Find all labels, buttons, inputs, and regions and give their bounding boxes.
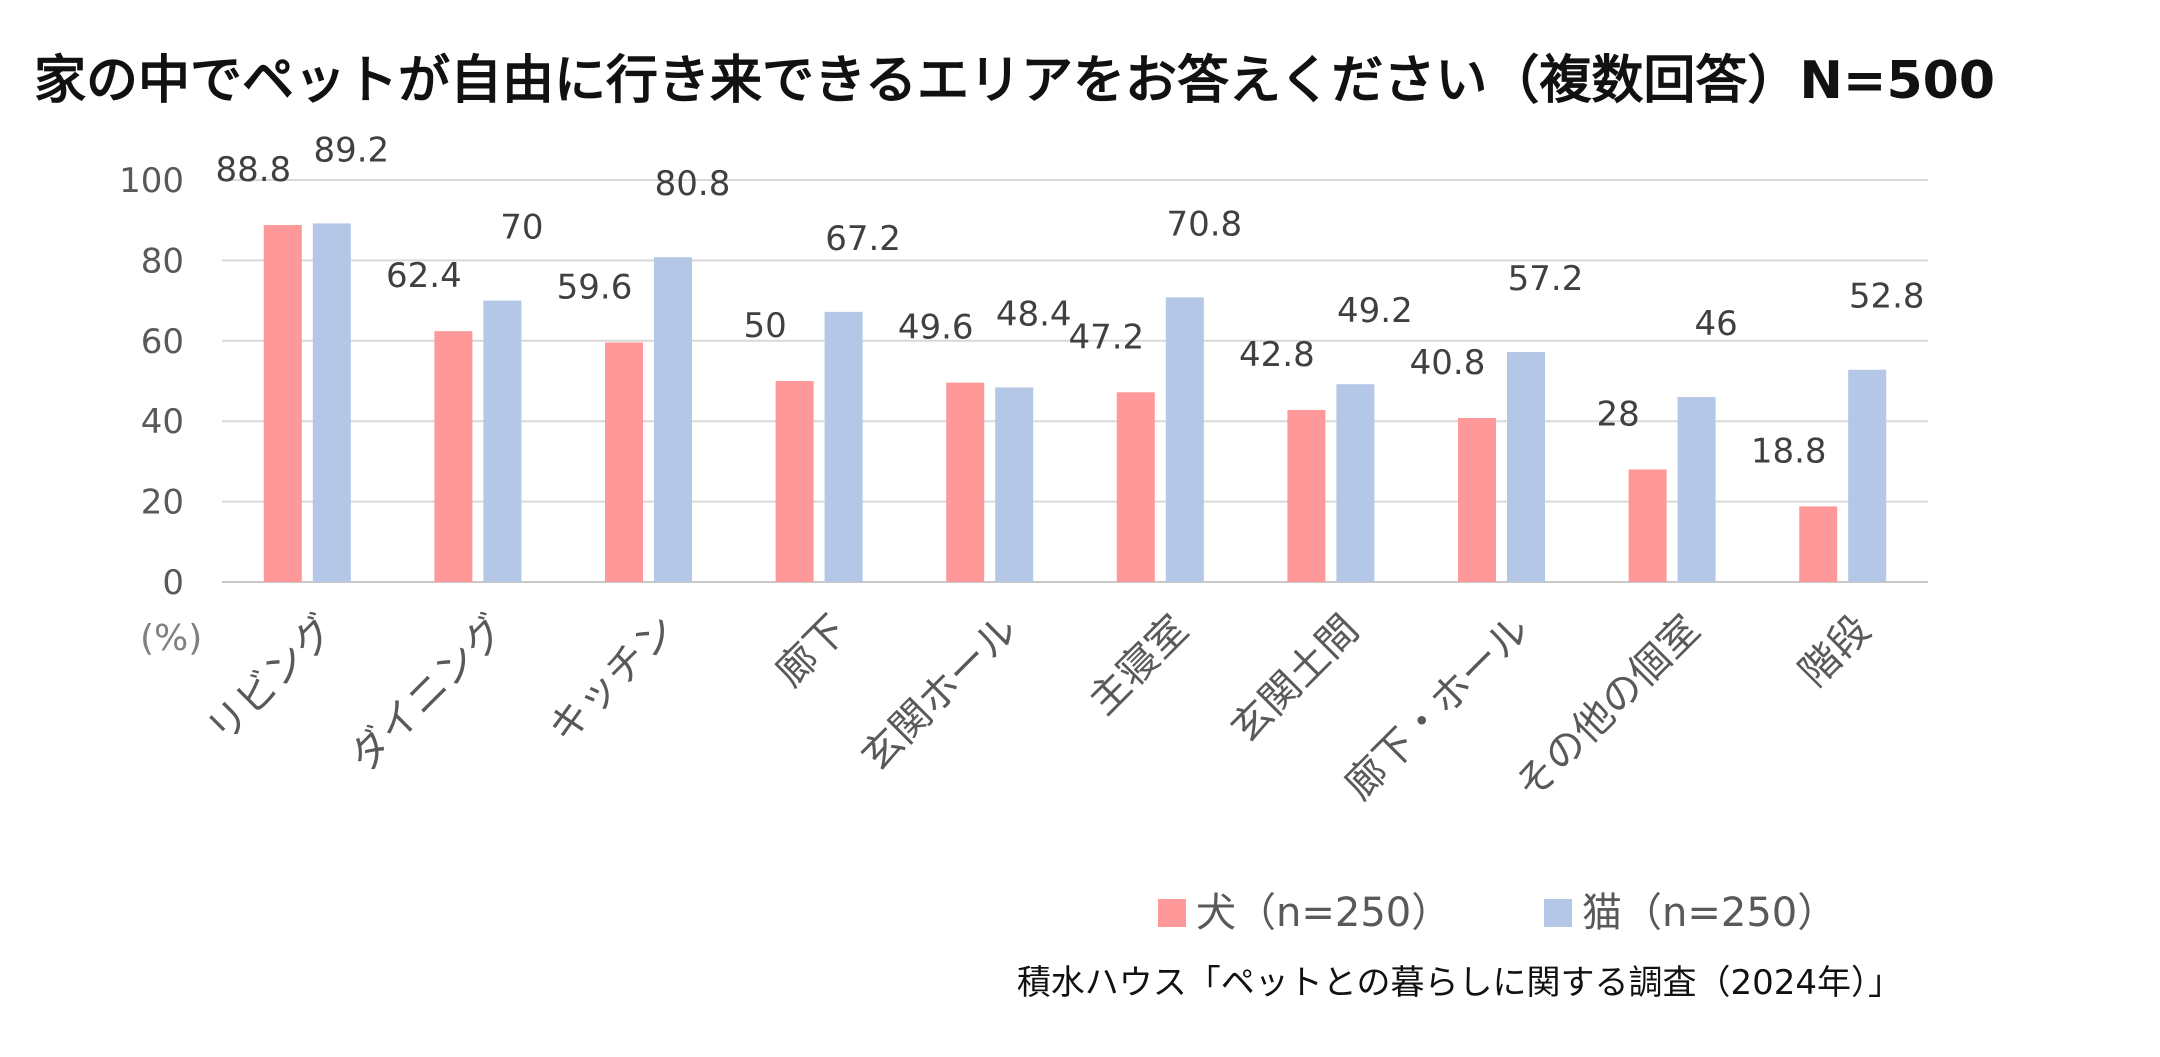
cat-value-label-4: 48.4 <box>996 294 1072 334</box>
category-label-3: 廊下 <box>767 607 856 696</box>
cat-bar-6 <box>1336 384 1375 582</box>
cat-value-label-9: 52.8 <box>1849 277 1925 317</box>
category-label-8: その他の個室 <box>1507 607 1709 809</box>
cat-bar-9 <box>1848 369 1887 582</box>
cat-bar-0 <box>312 223 351 582</box>
dog-bar-7 <box>1458 417 1496 582</box>
data-labels: 88.8 89.2 62.4 70 59.6 80.8 50 67.2 49.6 48.447.2… <box>215 130 1924 471</box>
cat-value-label-3: 67.2 <box>825 219 901 259</box>
dog-value-label-9: 18.8 <box>1751 431 1827 471</box>
y-tick-label: 60 <box>141 322 184 362</box>
dog-value-label-0: 88.8 <box>215 150 291 190</box>
y-tick-label: 40 <box>141 402 184 442</box>
legend-swatch-dog <box>1158 899 1186 927</box>
dog-value-label-3: 50 <box>743 306 786 346</box>
dog-value-label-2: 59.6 <box>557 267 633 307</box>
y-tick-label: 80 <box>141 241 184 281</box>
dog-bar-1 <box>434 331 473 582</box>
y-tick-label: 20 <box>141 483 184 523</box>
cat-bar-7 <box>1507 352 1545 582</box>
dog-bar-4 <box>946 382 985 582</box>
cat-value-label-7: 57.2 <box>1508 259 1584 299</box>
y-axis-ticks: 0 20 40 60 80 100 <box>119 161 184 603</box>
category-label-6: 玄関土間 <box>1222 607 1368 753</box>
category-label-0: リビング <box>199 607 345 753</box>
cat-value-label-6: 49.2 <box>1337 291 1413 331</box>
cat-bar-3 <box>824 311 863 582</box>
dog-bar-9 <box>1799 506 1838 582</box>
dog-bar-3 <box>775 381 814 582</box>
cat-bar-8 <box>1677 397 1716 582</box>
legend-label-cat: 猫（n=250） <box>1582 890 1837 936</box>
y-tick-label: 100 <box>119 161 184 201</box>
category-label-1: ダイニング <box>341 607 515 781</box>
cat-bar-1 <box>483 300 522 582</box>
cat-value-label-0: 89.2 <box>313 130 389 170</box>
y-tick-label: 0 <box>162 563 184 603</box>
cat-value-label-5: 70.8 <box>1166 204 1242 244</box>
bars <box>263 223 1887 583</box>
source-note: 積水ハウス「ペットとの暮らしに関する調査（2024年）」 <box>1016 963 1902 1003</box>
dog-value-label-8: 28 <box>1596 394 1639 434</box>
y-axis-unit-label: (%) <box>140 618 202 659</box>
gridlines <box>222 179 1928 583</box>
dog-bar-6 <box>1287 409 1326 582</box>
dog-bar-8 <box>1628 469 1667 582</box>
dog-value-label-4: 49.6 <box>898 308 974 348</box>
dog-bar-2 <box>605 342 643 582</box>
cat-bar-2 <box>654 257 692 582</box>
cat-bar-5 <box>1165 297 1204 582</box>
x-axis-categories: リビングダイニング キッチン 廊下玄関ホール 主寝室 玄関土間廊下・ホールその他の個室階… <box>199 607 1880 809</box>
dog-value-label-1: 62.4 <box>386 256 462 296</box>
category-label-4: 玄関ホール <box>853 607 1027 781</box>
category-label-9: 階段 <box>1791 607 1880 696</box>
category-label-5: 主寝室 <box>1080 607 1197 724</box>
cat-value-label-8: 46 <box>1694 304 1737 344</box>
category-label-2: キッチン <box>540 607 686 753</box>
cat-bar-4 <box>995 387 1034 582</box>
legend: 犬（n=250） 猫（n=250） <box>1158 890 1837 936</box>
chart-title: 家の中でペットが自由に行き来できるエリアをお答えください（複数回答）N=500 <box>34 51 1996 111</box>
legend-label-dog: 犬（n=250） <box>1196 890 1451 936</box>
dog-value-label-5: 47.2 <box>1068 317 1144 357</box>
dog-bar-5 <box>1116 392 1155 582</box>
cat-value-label-1: 70 <box>500 208 543 248</box>
dog-bar-0 <box>263 225 302 583</box>
cat-value-label-2: 80.8 <box>655 164 731 204</box>
legend-swatch-cat <box>1544 899 1572 927</box>
dog-value-label-6: 42.8 <box>1239 335 1315 375</box>
dog-value-label-7: 40.8 <box>1410 343 1486 383</box>
